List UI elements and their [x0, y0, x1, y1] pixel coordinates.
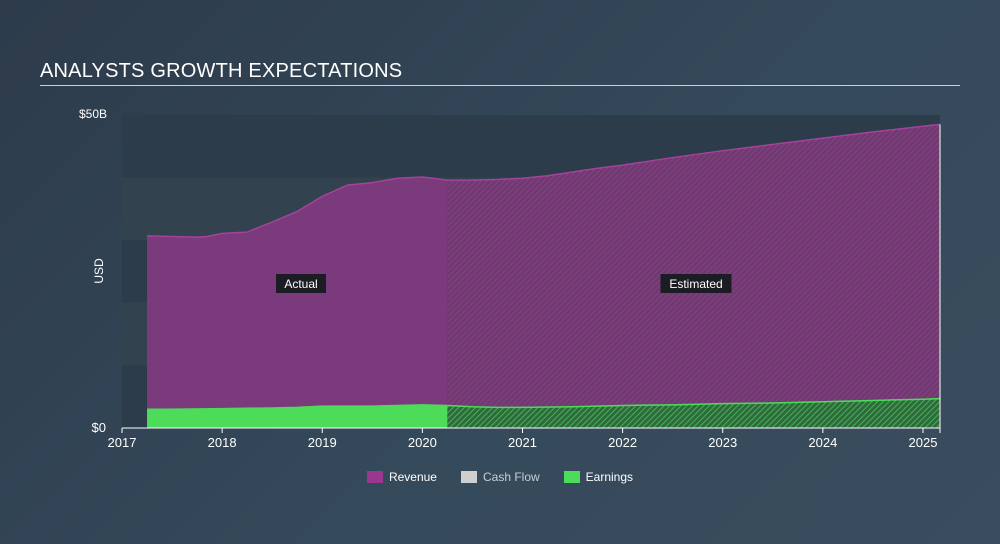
legend-label-earnings: Earnings [585, 470, 634, 484]
x-tick-label: 2017 [108, 435, 137, 450]
earnings-actual-area [147, 404, 448, 428]
legend-item-revenue[interactable]: Revenue [366, 470, 437, 484]
x-tick-label: 2021 [508, 435, 537, 450]
chart-title: ANALYSTS GROWTH EXPECTATIONS [40, 60, 403, 82]
actual-label-box [276, 274, 326, 293]
legend-swatch-revenue [366, 471, 383, 483]
revenue-actual-area [147, 176, 448, 428]
actual-label-text: Actual [284, 277, 317, 291]
legend-item-earnings[interactable]: Earnings [563, 470, 634, 484]
earnings-actual-line [147, 404, 448, 410]
earnings-estimated-line [447, 397, 941, 409]
x-tick-label: 2018 [208, 435, 237, 450]
legend-item-cash-flow[interactable]: Cash Flow [460, 470, 540, 484]
x-tick-label: 2025 [909, 435, 938, 450]
x-tick-label: 2022 [608, 435, 637, 450]
estimated-label-text: Estimated [669, 277, 722, 291]
revenue-estimated-line [447, 123, 941, 181]
estimated-label-box [660, 274, 732, 293]
x-tick-label: 2023 [708, 435, 737, 450]
revenue-actual-line [147, 176, 448, 238]
x-tick-label: 2020 [408, 435, 437, 450]
title-divider [40, 85, 960, 86]
axes: 2017 2018 2019 2020 2021 2022 2023 2024 2025 $0 $5… [79, 107, 941, 450]
y-axis-title: USD [92, 258, 106, 284]
legend-label-cash-flow: Cash Flow [482, 470, 540, 484]
y-tick-label: $0 [92, 420, 106, 435]
x-tick-label: 2024 [808, 435, 837, 450]
region-labels: Actual Estimated [276, 274, 732, 293]
actual-label: Actual [276, 274, 326, 293]
y-tick-label: $50B [79, 107, 107, 121]
legend-label-revenue: Revenue [388, 470, 437, 484]
legend-swatch-cash-flow [460, 471, 477, 483]
legend-swatch-earnings [563, 471, 580, 483]
x-tick-label: 2019 [308, 435, 337, 450]
estimated-label: Estimated [660, 274, 732, 293]
legend: Revenue Cash Flow Earnings [0, 470, 1000, 484]
earnings-estimated-area [447, 398, 940, 428]
